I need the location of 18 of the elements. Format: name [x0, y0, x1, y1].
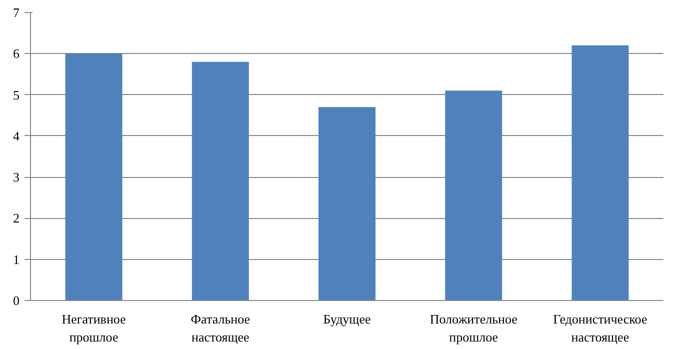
bar [445, 90, 502, 300]
bar [192, 62, 249, 300]
bar [65, 54, 122, 300]
bar [572, 45, 629, 300]
y-tick-label: 2 [13, 210, 20, 226]
y-tick-label: 4 [13, 128, 20, 144]
y-tick-label: 7 [13, 5, 20, 20]
y-tick-label: 6 [13, 46, 20, 62]
x-tick-label: Фатальное настоящее [190, 312, 250, 344]
bar [318, 107, 376, 300]
y-tick-label: 0 [13, 293, 20, 308]
y-tick-label: 5 [13, 87, 20, 102]
x-tick-label: Гедонистическое настоящее [553, 312, 648, 344]
x-tick-label: Негативное прошлое [62, 312, 126, 344]
y-tick-label: 3 [13, 170, 20, 185]
x-tick-label: Будущее [323, 312, 371, 326]
y-tick-label: 1 [13, 252, 20, 267]
x-tick-label: Положительное прошлое [430, 312, 518, 344]
